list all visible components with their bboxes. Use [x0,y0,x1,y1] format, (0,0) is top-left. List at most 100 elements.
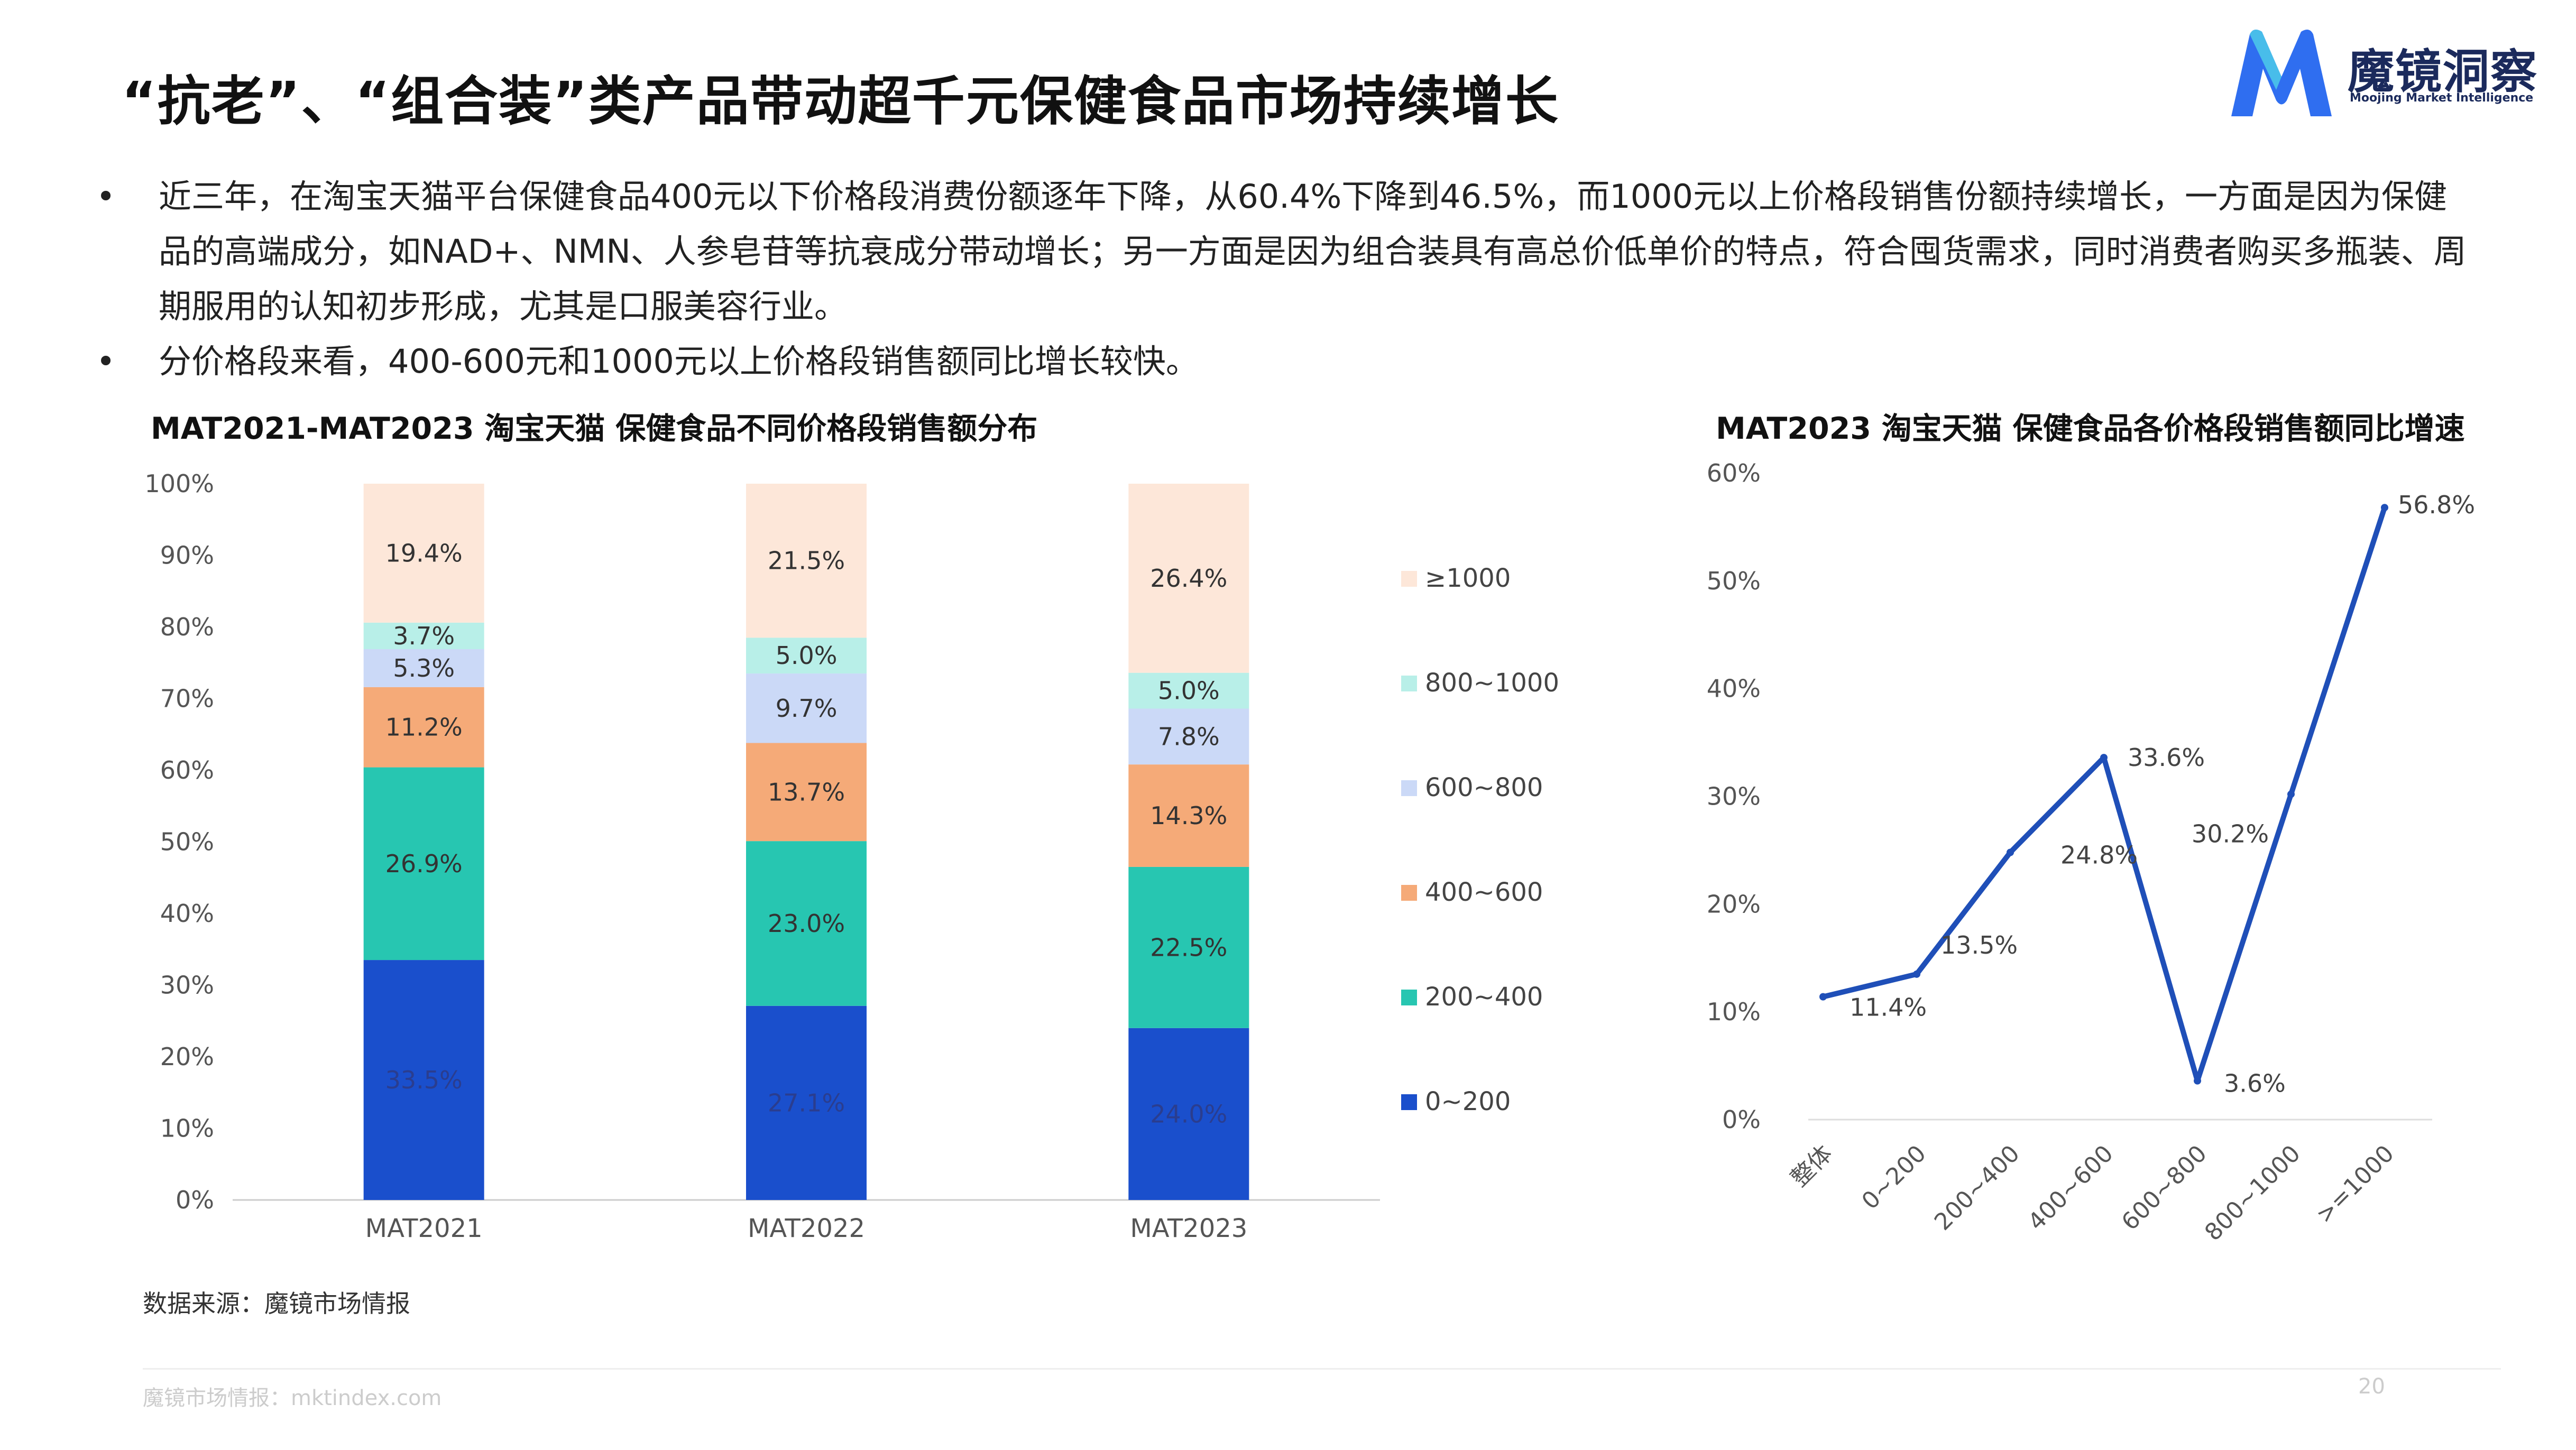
bar-data-label: 23.0% [768,909,845,938]
bar-data-label: 11.2% [385,713,463,742]
footer-divider [143,1368,2501,1370]
data-label: 24.8% [2060,841,2138,869]
x-tick-label: >=1000 [2311,1140,2399,1229]
bar-data-label: 9.7% [776,694,838,723]
bar-data-label: 19.4% [385,539,463,567]
y-tick-label: 30% [160,971,214,1000]
bar-segment [1128,484,1249,673]
data-point [2287,790,2295,798]
y-tick-label: 0% [1722,1105,1761,1134]
x-tick-label: 800~1000 [2200,1140,2306,1246]
data-point [2100,754,2108,762]
y-tick-label: 60% [1707,459,1761,487]
bar-segment [746,638,867,674]
legend-label: ≥1000 [1425,564,1511,593]
legend-swatch [1401,1094,1417,1110]
bullet-marker: • [96,342,116,381]
bar-segment [363,767,484,960]
bar-data-label: 13.7% [768,778,845,806]
bar-segment [363,484,484,623]
y-tick-label: 20% [1707,890,1761,918]
footer-text: 魔镜市场情报：mktindex.com [143,1386,442,1410]
x-tick-label: 200~400 [1929,1140,2025,1236]
y-tick-label: 30% [1707,782,1761,811]
y-tick-label: 20% [160,1042,214,1071]
bar-segment [363,960,484,1200]
bullet-text: 分价格段来看，400-600元和1000元以上价格段销售额同比增长较快。 [159,342,1199,381]
bar-segment [746,841,867,1006]
bar-segment [1128,866,1249,1028]
page-title: “抗老”、“组合装”类产品带动超千元保健食品市场持续增长 [122,70,1559,132]
bar-segment [746,484,867,638]
bar-data-label: 7.8% [1158,722,1220,751]
legend-swatch [1401,780,1417,796]
bar-segment [1128,708,1249,765]
x-tick-label: MAT2023 [1130,1214,1247,1243]
legend-label: 600~800 [1425,773,1543,802]
data-point [1913,970,1920,978]
data-point [2381,504,2388,512]
x-tick-label: 整体 [1786,1140,1837,1192]
page-number: 20 [2358,1374,2385,1399]
legend-swatch [1401,676,1417,691]
legend-swatch [1401,571,1417,587]
y-tick-label: 80% [160,613,214,641]
y-tick-label: 60% [160,756,214,784]
y-tick-label: 10% [1707,998,1761,1026]
stacked-bar-chart: 0% 10% 20% 30% 40% 50% 60% 70% 80% 90% 100% 33.5% 26… [144,469,1559,1243]
bar-segment [746,673,867,743]
bar-segment [363,622,484,650]
logo-mark-icon [2231,30,2332,116]
legend-swatch [1401,885,1417,901]
bar-data-label: 26.4% [1150,564,1227,593]
data-point [2194,1077,2201,1085]
data-point [2007,848,2014,856]
y-tick-label: 40% [160,899,214,928]
data-label: 33.6% [2128,743,2205,772]
data-source: 数据来源：魔镜市场情报 [143,1289,410,1318]
bullet-list: • 近三年，在淘宝天猫平台保健食品400元以下价格段消费份额逐年下降，从60.4… [95,169,2474,389]
bar-segment [1128,672,1249,709]
x-tick-label: 600~800 [2117,1140,2212,1236]
data-label: 13.5% [1940,931,2018,959]
bar-segment [363,649,484,687]
y-tick-label: 0% [176,1186,214,1214]
data-label: 3.6% [2224,1069,2286,1098]
y-tick-label: 90% [160,541,214,570]
bar-data-label: 5.0% [1158,677,1220,705]
data-point [1819,993,1827,1001]
line-chart: 0% 10% 20% 30% 40% 50% 60% 11.4% 13.5% 24.8% 33.6%… [1707,459,2475,1246]
bullet-marker: • [96,177,116,216]
y-tick-label: 40% [1707,675,1761,703]
bar-segment [1128,764,1249,867]
data-label: 30.2% [2192,819,2269,848]
y-tick-label: 50% [1707,567,1761,595]
y-tick-label: 10% [160,1114,214,1143]
bar-data-label: 5.3% [393,654,455,682]
line-chart-title: MAT2023 淘宝天猫 保健食品各价格段销售额同比增速 [1716,411,2465,446]
logo-name-cn: 魔镜洞察 [2348,44,2538,99]
bar-data-label: 26.9% [385,849,463,878]
y-tick-label: 70% [160,685,214,713]
brand-logo: 魔镜洞察 Moojing Market Intelligence [2221,24,2559,130]
legend-label: 0~200 [1425,1087,1511,1116]
bar-data-label: 33.5% [385,1066,463,1094]
legend-label: 200~400 [1425,982,1543,1012]
bullet-item: • 近三年，在淘宝天猫平台保健食品400元以下价格段消费份额逐年下降，从60.4… [95,169,2474,334]
bar-data-label: 27.1% [768,1088,845,1117]
bar-data-label: 22.5% [1150,933,1227,962]
data-label: 56.8% [2398,491,2475,519]
bar-segment [746,1005,867,1200]
bar-data-label: 24.0% [1150,1100,1227,1128]
bar-data-label: 3.7% [393,622,455,650]
bar-chart-title: MAT2021-MAT2023 淘宝天猫 保健食品不同价格段销售额分布 [151,411,1038,446]
x-tick-label: 400~600 [2023,1140,2119,1236]
x-tick-label: MAT2022 [748,1214,865,1243]
bar-segment [363,687,484,768]
bullet-text: 近三年，在淘宝天猫平台保健食品400元以下价格段消费份额逐年下降，从60.4%下… [159,177,2467,326]
x-tick-label: 0~200 [1856,1140,1931,1215]
bar-data-label: 14.3% [1150,801,1227,830]
data-label: 11.4% [1850,993,1927,1022]
legend-label: 800~1000 [1425,668,1559,698]
bar-data-label: 5.0% [776,641,838,670]
